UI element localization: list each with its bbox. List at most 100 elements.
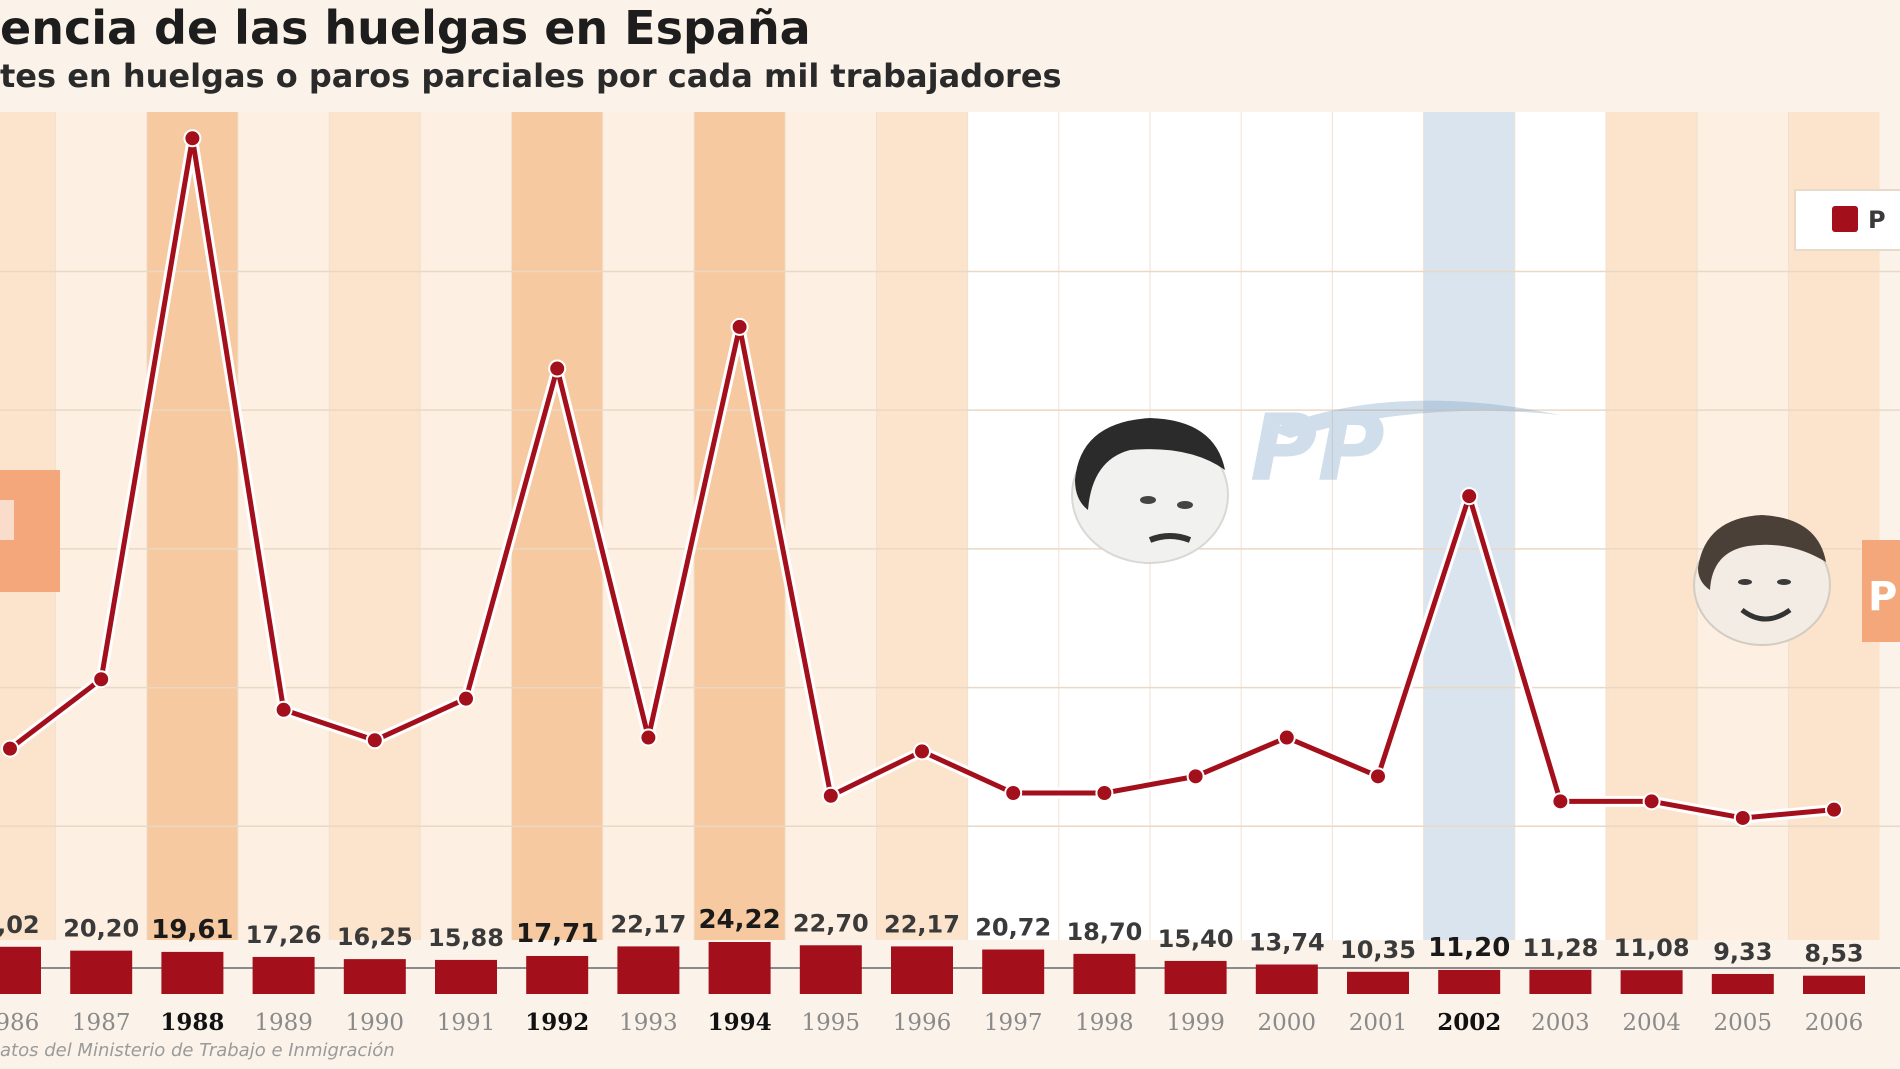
- bar-1996: [891, 946, 953, 994]
- year-label-1989: 1989: [254, 1010, 313, 1036]
- line-point-1990: [365, 731, 384, 750]
- year-label-1995: 1995: [802, 1010, 861, 1036]
- bar-value-label-2001: 10,35: [1340, 936, 1416, 964]
- line-point-1991: [457, 689, 475, 708]
- year-label-1994: 1994: [708, 1009, 772, 1036]
- line-point-1996: [913, 742, 931, 761]
- bar-value-label-2005: 9,33: [1713, 938, 1772, 966]
- bar-value-label-1993: 22,17: [610, 910, 686, 938]
- bar-1999: [1164, 960, 1227, 994]
- bar-1989: [252, 956, 315, 994]
- legend-swatch: [1832, 206, 1858, 232]
- chart-subtitle: tes en huelgas o paros parciales por cad…: [0, 57, 1062, 95]
- line-point-1995: [821, 786, 840, 805]
- year-label-2006: 2006: [1805, 1010, 1864, 1036]
- bar-2002: [1438, 969, 1501, 994]
- year-label-1991: 1991: [437, 1010, 496, 1036]
- period-band-2001: [1332, 112, 1424, 940]
- bar-1992: [526, 955, 589, 994]
- period-band-1990: [329, 112, 421, 940]
- bar-value-label-1990: 16,25: [337, 923, 413, 951]
- year-label-2005: 2005: [1714, 1010, 1773, 1036]
- pp-logo-swoosh: [1270, 400, 1560, 438]
- period-band-2002: [1423, 112, 1515, 940]
- line-point-2002: [1460, 487, 1479, 506]
- year-label-1999: 1999: [1166, 1010, 1225, 1036]
- year-label-2003: 2003: [1531, 1010, 1590, 1036]
- bar-value-label-1991: 15,88: [428, 924, 504, 952]
- period-band-2004: [1606, 112, 1698, 940]
- zapatero-portrait: [1693, 515, 1831, 646]
- line-point-2006: [1825, 800, 1843, 819]
- bar-value-label-1989: 17,26: [246, 921, 322, 949]
- bar-1998: [1073, 953, 1136, 994]
- line-point-1998: [1095, 784, 1114, 802]
- line-point-1992: [548, 359, 567, 378]
- period-band-1997: [967, 112, 1059, 940]
- bar-value-label-1992: 17,71: [516, 919, 598, 949]
- bar-2003: [1529, 969, 1592, 994]
- strike-chart: PP P P 4,02 20,20 19,61 17,26 16,25 15,88 17,7…: [0, 112, 1900, 1036]
- period-band-2003: [1514, 112, 1606, 940]
- bar-1995: [799, 945, 862, 994]
- period-band-1994: [694, 112, 786, 940]
- bar-1986: [0, 946, 41, 994]
- bar-value-label-1997: 20,72: [975, 914, 1051, 942]
- year-label-2000: 2000: [1258, 1010, 1317, 1036]
- bar-value-label-1999: 15,40: [1158, 925, 1234, 953]
- line-point-1989: [274, 700, 293, 719]
- period-band-1996: [876, 112, 968, 940]
- year-label-1987: 1987: [72, 1010, 131, 1036]
- bar-value-label-1996: 22,17: [884, 910, 960, 938]
- year-label-2002: 2002: [1437, 1009, 1501, 1036]
- psoe-logo-right-text: P: [1868, 574, 1897, 620]
- year-label-1986: 1986: [0, 1010, 39, 1036]
- government-period-bands: [0, 112, 1880, 940]
- horizontal-gridlines: [0, 270, 1900, 828]
- period-band-1993: [602, 112, 694, 940]
- psoe-logo-right: P: [1862, 540, 1900, 642]
- period-band-1987: [55, 112, 147, 940]
- bar-value-label-1986: 4,02: [0, 911, 40, 939]
- period-band-1988: [146, 112, 238, 940]
- bar-value-label-2006: 8,53: [1804, 940, 1863, 968]
- bar-1987: [70, 950, 133, 994]
- bar-1997: [982, 949, 1045, 994]
- line-point-1986: [1, 739, 19, 758]
- bar-2006: [1803, 975, 1865, 994]
- year-label-1993: 1993: [619, 1010, 678, 1036]
- bar-value-label-2000: 13,74: [1249, 929, 1325, 957]
- line-point-1999: [1186, 767, 1205, 786]
- psoe-logo-left: [0, 470, 60, 592]
- line-point-2005: [1733, 808, 1752, 827]
- line-point-2003: [1551, 792, 1570, 811]
- bar-1990: [343, 959, 406, 994]
- bar-value-label-1998: 18,70: [1066, 918, 1142, 946]
- pp-logo-text: PP: [1250, 395, 1385, 502]
- bar-series: [0, 942, 1865, 994]
- line-point-1987: [92, 670, 111, 689]
- line-point-1994: [730, 317, 749, 336]
- year-label-1990: 1990: [346, 1010, 405, 1036]
- bar-value-label-1995: 22,70: [793, 909, 869, 937]
- line-points: [1, 129, 1843, 827]
- bar-2005: [1711, 973, 1774, 994]
- year-label-1996: 1996: [893, 1010, 952, 1036]
- period-band-1992: [511, 112, 603, 940]
- line-point-2000: [1277, 728, 1296, 747]
- aznar-portrait: [1071, 418, 1229, 564]
- period-band-1991: [420, 112, 512, 940]
- bar-1993: [617, 946, 680, 994]
- bar-2001: [1347, 971, 1409, 994]
- chart-title: encia de las huelgas en España: [0, 1, 811, 55]
- bar-value-label-1987: 20,20: [63, 915, 139, 943]
- year-label-2001: 2001: [1349, 1010, 1408, 1036]
- line-point-1997: [1004, 784, 1023, 802]
- period-band-1995: [785, 112, 877, 940]
- bar-1988: [161, 951, 224, 994]
- year-label-1988: 1988: [160, 1009, 224, 1036]
- bar-value-label-2004: 11,08: [1614, 934, 1690, 962]
- period-band-2000: [1241, 112, 1333, 940]
- bar-1994: [708, 942, 771, 994]
- bar-value-label-2002: 11,20: [1428, 933, 1510, 963]
